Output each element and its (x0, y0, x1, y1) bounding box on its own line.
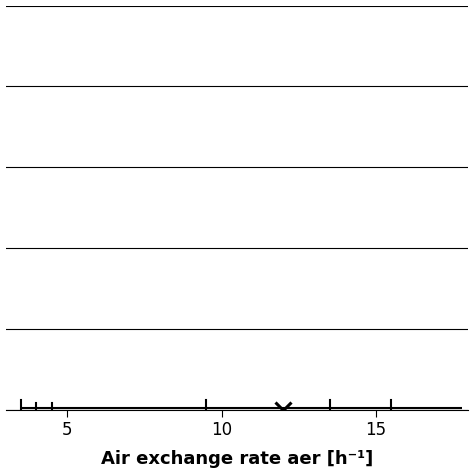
X-axis label: Air exchange rate aer [h⁻¹]: Air exchange rate aer [h⁻¹] (101, 450, 373, 468)
